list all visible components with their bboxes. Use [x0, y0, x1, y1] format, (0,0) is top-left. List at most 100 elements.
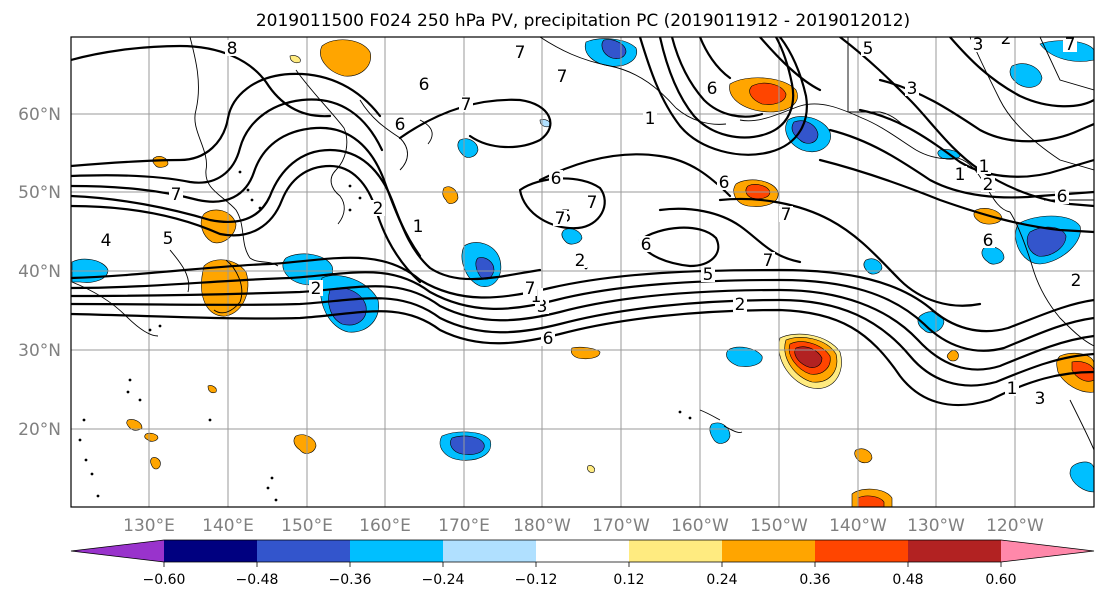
pv-contour-line [71, 308, 1094, 407]
colorbar-extend-min [71, 540, 164, 562]
lon-label: 160°W [671, 516, 729, 536]
colorbar: −0.60 −0.48 −0.36 −0.24 −0.12 0.12 0.24 0.36 0.4… [70, 539, 1095, 588]
contour-label-bg [705, 80, 719, 96]
island [208, 418, 212, 422]
contour-label-bg [573, 252, 587, 268]
coastline [699, 409, 721, 421]
negative-precip-area [561, 228, 583, 245]
contour-label-bg [953, 166, 967, 182]
contour-label-bg [999, 37, 1013, 46]
pv-contour-label: 3 [537, 297, 548, 317]
pv-contour-label: 1 [645, 109, 656, 129]
contour-label-bg [513, 44, 527, 60]
pv-contour-label: 2 [983, 175, 994, 195]
positive-precip-area [293, 434, 317, 454]
coastline [213, 259, 243, 314]
lat-label: 40°N [18, 262, 61, 282]
island [90, 472, 94, 476]
contour-label-bg [779, 206, 793, 222]
colorbar-tick-label: −0.12 [515, 572, 558, 588]
positive-precip-area [587, 465, 595, 473]
latitude-labels: 60°N 50°N 40°N 30°N 20°N [18, 105, 61, 440]
island [84, 458, 88, 462]
colorbar-segment [536, 540, 630, 562]
island [246, 188, 250, 192]
pv-contour-line [658, 207, 802, 264]
lat-label: 50°N [18, 183, 61, 203]
colorbar-extend-max [1001, 540, 1094, 562]
map-frame [70, 36, 1095, 508]
positive-precip-area [857, 495, 885, 507]
contour-label-bg [1005, 380, 1019, 396]
pv-contour-label: 2 [1071, 271, 1082, 291]
pv-contour-label: 2 [1001, 29, 1012, 49]
pv-contour-label: 7 [171, 185, 182, 205]
negative-precip-area [1026, 226, 1067, 257]
contour-label-bg [99, 232, 113, 248]
colorbar-segment [629, 540, 723, 562]
coastline [189, 37, 251, 259]
pv-contour-line [818, 158, 1094, 234]
pv-contour-label: 6 [419, 75, 430, 95]
negative-precip-area [709, 422, 731, 444]
pv-contour-label: 5 [863, 39, 874, 59]
coastline [295, 69, 348, 171]
pv-contour-line [698, 37, 732, 80]
lon-label: 130°E [123, 516, 175, 536]
pv-contour-line [538, 153, 732, 198]
contour-label-bg [393, 116, 407, 132]
pv-contour-line [71, 44, 332, 118]
contour-label-bg [981, 232, 995, 248]
coastline [419, 119, 433, 145]
precipitation-shading [71, 38, 1094, 507]
contour-label-bg [309, 280, 323, 296]
colorbar-segment [443, 540, 537, 562]
contour-label-bg [549, 170, 563, 186]
pv-contour-label: 1 [979, 157, 990, 177]
island [158, 324, 162, 328]
pv-contour-label: 6 [707, 79, 718, 99]
colorbar-tick-label: 0.60 [985, 572, 1016, 588]
pv-contour-line [948, 37, 1094, 108]
positive-precip-area [854, 448, 873, 464]
pv-contour-label: 6 [719, 173, 730, 193]
positive-precip-area [320, 39, 371, 77]
contour-label-bg [981, 176, 995, 192]
pv-contour-label: 1 [955, 165, 966, 185]
positive-precip-area [946, 350, 959, 362]
pv-contour-label: 2 [575, 251, 586, 271]
negative-precip-area [450, 435, 485, 455]
map-panel: 8676756754212317672656767231126732177563… [18, 29, 1095, 536]
colorbar-tick-label: 0.48 [892, 572, 923, 588]
positive-precip-area [207, 385, 217, 394]
positive-precip-area [442, 186, 459, 204]
pv-contour-label: 8 [227, 39, 238, 59]
colorbar-segment [257, 540, 351, 562]
lon-label: 180°W [513, 516, 571, 536]
pv-contour-line [758, 37, 822, 92]
pv-contour-label: 2 [735, 295, 746, 315]
pv-contour-label: 5 [163, 229, 174, 249]
contour-label-bg [761, 252, 775, 268]
contour-label-bg [701, 266, 715, 282]
coastlines [71, 37, 1094, 502]
pv-contour-line [638, 226, 720, 268]
coastline [330, 169, 345, 225]
pv-contour-line [71, 256, 1094, 333]
contour-label-bg [411, 218, 425, 234]
island [238, 170, 242, 174]
lat-label: 20°N [18, 420, 61, 440]
pv-contour-label: 7 [515, 43, 526, 63]
pv-contour-line [71, 98, 384, 184]
pv-contour-line [71, 285, 1094, 371]
colorbar-tick-label: −0.24 [422, 572, 465, 588]
pv-contour-labels: 8676756754212317672656767231126732177563… [99, 29, 1083, 409]
pv-contour-line [71, 297, 1094, 387]
pv-contour-label: 7 [781, 205, 792, 225]
pv-contour-label: 7 [763, 251, 774, 271]
contour-label-bg [161, 230, 175, 246]
island [126, 390, 130, 394]
contour-label-bg [643, 110, 657, 126]
pv-contour-line [71, 271, 1094, 352]
